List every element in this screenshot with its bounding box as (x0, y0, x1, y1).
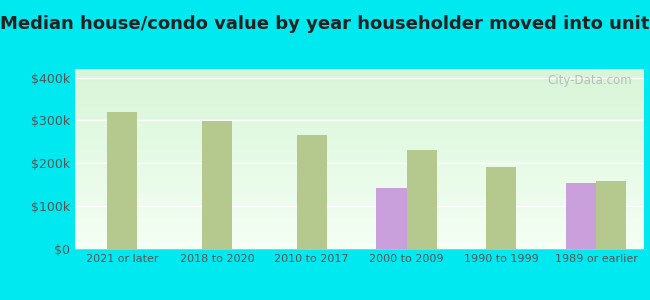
Bar (596, 181, 627, 249)
Bar (376, 188, 406, 249)
Bar (566, 183, 596, 249)
Bar (107, 112, 137, 249)
Text: City-Data.com: City-Data.com (547, 74, 632, 87)
Bar (202, 121, 232, 249)
Bar (296, 135, 327, 249)
Bar (406, 150, 437, 249)
Bar (486, 167, 517, 249)
Text: Median house/condo value by year householder moved into unit: Median house/condo value by year househo… (0, 15, 650, 33)
